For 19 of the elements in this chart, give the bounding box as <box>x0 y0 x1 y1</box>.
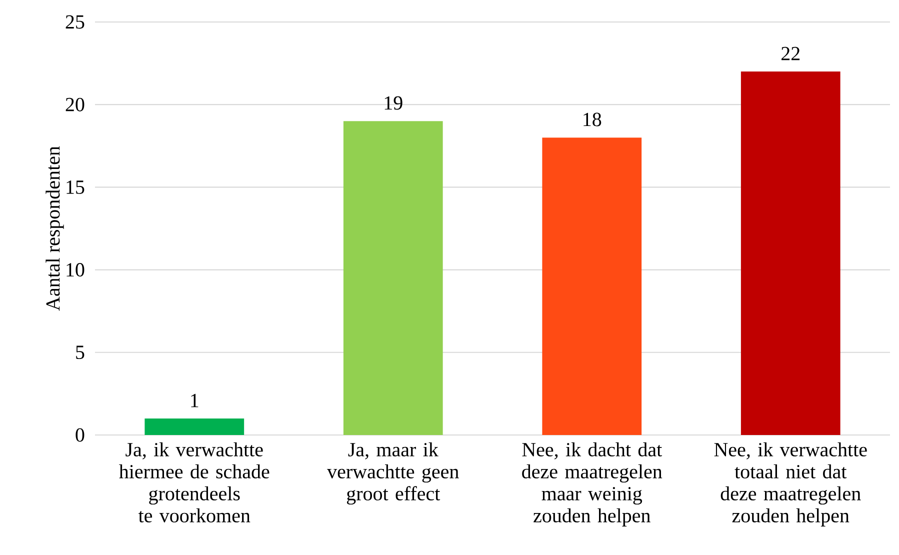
y-tick-label: 5 <box>76 346 84 360</box>
x-tick-label: Nee, ik verwachtte totaal niet dat deze maatregelen zouden helpen <box>714 442 867 527</box>
y-axis-title: Aantal respondenten <box>46 146 64 311</box>
x-tick-label: Nee, ik dacht dat deze maatregelen maar weinig zouden helpen <box>522 442 662 527</box>
x-tick-label: Ja, ik verwachtte hiermee de schade grotendeels te voorkomen <box>119 442 270 522</box>
y-tick-label: 10 <box>66 263 84 277</box>
x-tick-label: Ja, maar ik verwachtte geen groot effect <box>327 442 459 505</box>
bar <box>542 138 642 435</box>
y-tick-label: 0 <box>76 428 84 442</box>
data-label: 1 <box>191 394 198 408</box>
y-tick-label: 20 <box>66 98 84 112</box>
data-label: 19 <box>384 96 402 110</box>
y-tick-label: 25 <box>66 15 84 29</box>
y-tick-label: 15 <box>66 180 84 194</box>
bar <box>740 72 840 435</box>
bar <box>144 418 244 435</box>
data-label: 22 <box>782 46 800 60</box>
bar <box>343 121 443 435</box>
data-label: 18 <box>584 112 602 126</box>
